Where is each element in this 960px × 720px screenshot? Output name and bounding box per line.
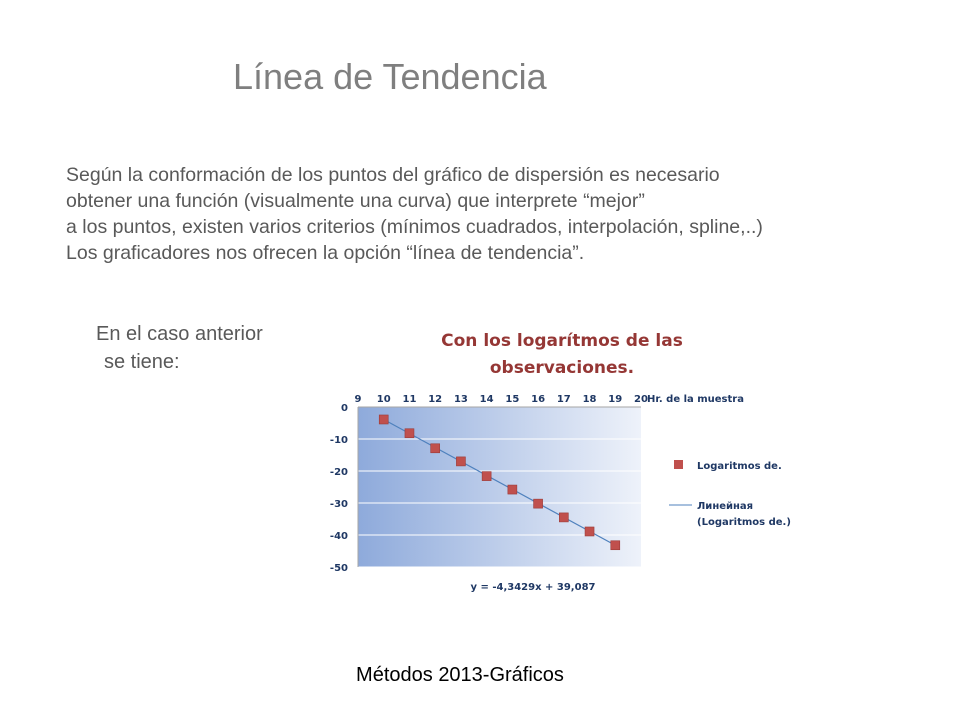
y-tick-label: 0 bbox=[341, 403, 348, 414]
legend-label-trendline-2: (Logaritmos de.) bbox=[697, 517, 791, 528]
data-point bbox=[610, 540, 621, 551]
body-paragraph: Según la conformación de los puntos del … bbox=[66, 162, 946, 266]
legend-label-trendline-1: Линейная bbox=[697, 501, 753, 512]
data-point bbox=[559, 512, 569, 523]
legend: Logaritmos de. Линейная (Logaritmos de.) bbox=[669, 460, 791, 528]
data-point bbox=[533, 498, 543, 509]
side-note-line-1: En el caso anterior bbox=[96, 323, 263, 345]
data-point bbox=[404, 428, 415, 439]
chart-title-line-2: observaciones. bbox=[489, 358, 635, 378]
paragraph-line-4: Los graficadores nos ofrecen la opción “… bbox=[66, 242, 585, 264]
chart-title-line-1: Con los logarítmos de las bbox=[441, 331, 683, 351]
x-tick-label: 17 bbox=[557, 394, 571, 405]
chart-title: Con los logarítmos de las observaciones. bbox=[398, 328, 726, 382]
footer: Métodos 2013-Gráficos bbox=[356, 664, 564, 686]
data-point bbox=[481, 471, 492, 481]
paragraph-line-3: a los puntos, existen varios criterios (… bbox=[66, 216, 763, 238]
x-tick-label: 16 bbox=[531, 394, 545, 405]
x-tick-label: 10 bbox=[377, 394, 391, 405]
y-tick-label: -10 bbox=[330, 435, 348, 446]
data-point bbox=[456, 456, 466, 467]
y-tick-label: -40 bbox=[330, 531, 348, 542]
x-tick-label: 15 bbox=[505, 394, 519, 405]
legend-marker-logaritmos bbox=[674, 460, 683, 469]
data-point bbox=[378, 414, 389, 425]
slide-title: Línea de Tendencia bbox=[233, 56, 547, 97]
x-tick-label: 14 bbox=[480, 394, 494, 405]
side-note-line-2: se tiene: bbox=[104, 351, 180, 373]
x-axis-label: Hr. de la muestra bbox=[647, 394, 744, 405]
legend-label-logaritmos: Logaritmos de. bbox=[697, 461, 782, 472]
x-tick-label: 20 bbox=[634, 394, 648, 405]
x-tick-label: 11 bbox=[402, 394, 416, 405]
paragraph-line-2: obtener una función (visualmente una cur… bbox=[66, 190, 645, 212]
data-point bbox=[430, 443, 440, 454]
x-tick-label: 9 bbox=[355, 394, 362, 405]
data-point bbox=[584, 526, 595, 537]
trendline bbox=[383, 418, 616, 546]
y-tick-label: -30 bbox=[330, 499, 348, 510]
x-tick-label: 18 bbox=[583, 394, 597, 405]
x-tick-label: 13 bbox=[454, 394, 468, 405]
paragraph-line-1: Según la conformación de los puntos del … bbox=[66, 164, 720, 186]
data-point bbox=[507, 484, 518, 495]
side-note: En el caso anterior se tiene: bbox=[96, 320, 263, 376]
trendline-equation: y = -4,3429x + 39,087 bbox=[471, 582, 596, 593]
y-tick-label: -50 bbox=[330, 563, 348, 574]
x-tick-label: 12 bbox=[428, 394, 442, 405]
plot-area bbox=[358, 407, 641, 567]
x-tick-label: 19 bbox=[608, 394, 622, 405]
y-tick-label: -20 bbox=[330, 467, 348, 478]
